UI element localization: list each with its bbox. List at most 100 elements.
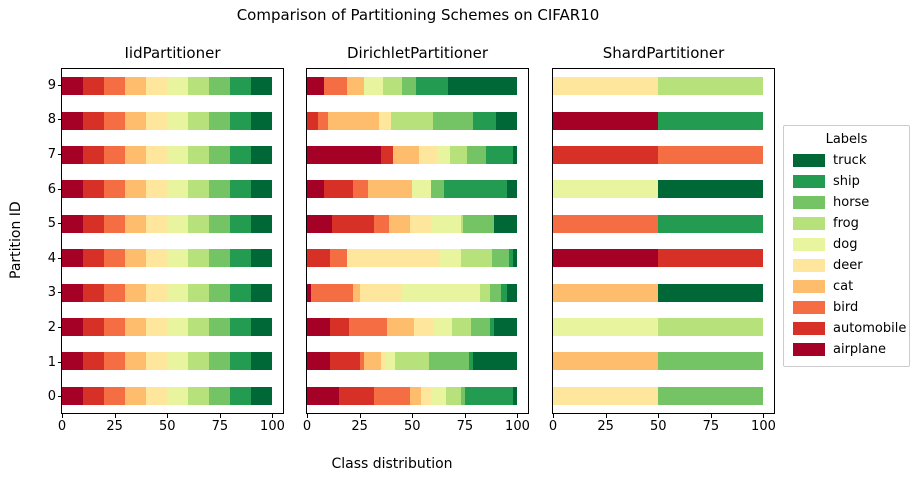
bar-segment-dog — [401, 283, 480, 302]
bar-segment-dog — [167, 214, 189, 233]
x-tick-mark — [605, 414, 607, 418]
subplot-title-dirichlet: DirichletPartitioner — [347, 44, 488, 62]
y-axis-label: Partition ID — [8, 201, 24, 279]
legend-entry-horse: horse — [784, 192, 909, 213]
legend-swatch-airplane — [793, 343, 825, 356]
bar-segment-cat — [553, 283, 659, 302]
bar-segment-automobile — [307, 249, 331, 268]
bar-row-partition-0 — [553, 379, 774, 413]
bar-segment-horse — [431, 180, 444, 199]
legend-title: Labels — [825, 132, 868, 147]
bar-row-partition-8 — [307, 103, 528, 137]
bar-segment-airplane — [307, 352, 331, 371]
bar-segment-automobile — [83, 283, 105, 302]
bar-segment-horse — [209, 352, 231, 371]
bar-segment-airplane — [62, 180, 84, 199]
bar-row-partition-1 — [553, 344, 774, 378]
stacked-bar — [307, 146, 528, 165]
bar-segment-frog — [188, 77, 210, 96]
bar-segment-bird — [104, 249, 126, 268]
bar-segment-frog — [382, 77, 402, 96]
x-tick-label: 0 — [548, 419, 558, 434]
bar-segment-frog — [460, 249, 493, 268]
legend-entry-frog: frog — [784, 213, 909, 234]
bar-segment-cat — [125, 352, 147, 371]
subplot-title-iid: IidPartitioner — [124, 44, 221, 62]
bar-segment-truck — [251, 214, 273, 233]
bar-row-partition-0 — [62, 379, 283, 413]
bar-segment-cat — [553, 352, 659, 371]
bars-area — [62, 69, 283, 413]
y-tick-row: 1 — [34, 345, 62, 380]
bar-segment-automobile — [83, 249, 105, 268]
bar-segment-dog — [167, 283, 189, 302]
legend-swatch-cat — [793, 280, 825, 293]
legend-entry-airplane: airplane — [784, 339, 909, 360]
stacked-bar — [553, 318, 774, 337]
bar-segment-frog — [445, 386, 461, 405]
x-axis-ticks: 0 25 50 75 100 — [303, 414, 530, 438]
bar-segment-ship — [658, 214, 764, 233]
bar-segment-automobile — [330, 352, 360, 371]
bar-segment-frog — [479, 283, 491, 302]
stacked-bar — [553, 180, 774, 199]
bar-segment-bird — [104, 180, 126, 199]
y-tick-row: 5 — [34, 206, 62, 241]
bar-segment-deer — [146, 249, 168, 268]
x-tick-label: 75 — [702, 419, 720, 434]
bar-segment-frog — [391, 111, 434, 130]
bar-segment-deer — [146, 386, 168, 405]
bar-segment-ship — [469, 352, 474, 371]
bar-segment-automobile — [83, 77, 105, 96]
bar-segment-dog — [167, 111, 189, 130]
bar-segment-bird — [553, 214, 659, 233]
bar-row-partition-4 — [62, 241, 283, 275]
bar-segment-truck — [496, 111, 518, 130]
bar-segment-dog — [431, 386, 446, 405]
stacked-bar — [62, 283, 283, 302]
x-tick-mark — [658, 414, 660, 418]
bar-segment-horse — [401, 77, 417, 96]
stacked-bar — [307, 111, 528, 130]
y-tick-row: 3 — [34, 276, 62, 311]
bar-segment-cat — [125, 77, 147, 96]
bar-row-partition-1 — [62, 344, 283, 378]
legend-entry-cat: cat — [784, 276, 909, 297]
bar-segment-automobile — [307, 111, 318, 130]
bar-row-partition-8 — [553, 103, 774, 137]
stacked-bar — [62, 146, 283, 165]
x-tick-mark — [517, 414, 519, 418]
stacked-bar — [307, 283, 528, 302]
bar-segment-bird — [104, 214, 126, 233]
bar-segment-ship — [658, 111, 764, 130]
bar-segment-cat — [386, 318, 415, 337]
bar-segment-frog — [460, 214, 463, 233]
bar-segment-frog — [450, 146, 467, 165]
bar-segment-horse — [492, 249, 510, 268]
bar-row-partition-7 — [62, 138, 283, 172]
bar-segment-horse — [490, 283, 501, 302]
y-tick-row: 7 — [34, 137, 62, 172]
legend: Labels truck ship horse frog dog deer cat bird a… — [783, 125, 910, 367]
bar-segment-ship — [230, 386, 252, 405]
x-tick-label: 75 — [456, 419, 474, 434]
bar-row-partition-9 — [62, 69, 283, 103]
x-axis-label: Class distribution — [331, 456, 453, 472]
x-tick-label: 50 — [649, 419, 667, 434]
bar-segment-cat — [389, 214, 411, 233]
legend-swatch-horse — [793, 196, 825, 209]
bar-segment-cat — [393, 146, 419, 165]
bar-segment-bird — [104, 318, 126, 337]
bar-segment-horse — [209, 77, 231, 96]
x-tick-label: 100 — [751, 419, 776, 434]
bar-segment-bird — [104, 386, 126, 405]
bar-segment-frog — [188, 180, 210, 199]
bar-segment-bird — [104, 352, 126, 371]
bar-segment-horse — [658, 386, 764, 405]
bar-segment-truck — [251, 386, 273, 405]
bar-segment-airplane — [307, 214, 333, 233]
legend-label: automobile — [833, 321, 907, 336]
bar-segment-bird — [374, 386, 411, 405]
x-tick-mark — [464, 414, 466, 418]
x-tick-mark — [359, 414, 361, 418]
